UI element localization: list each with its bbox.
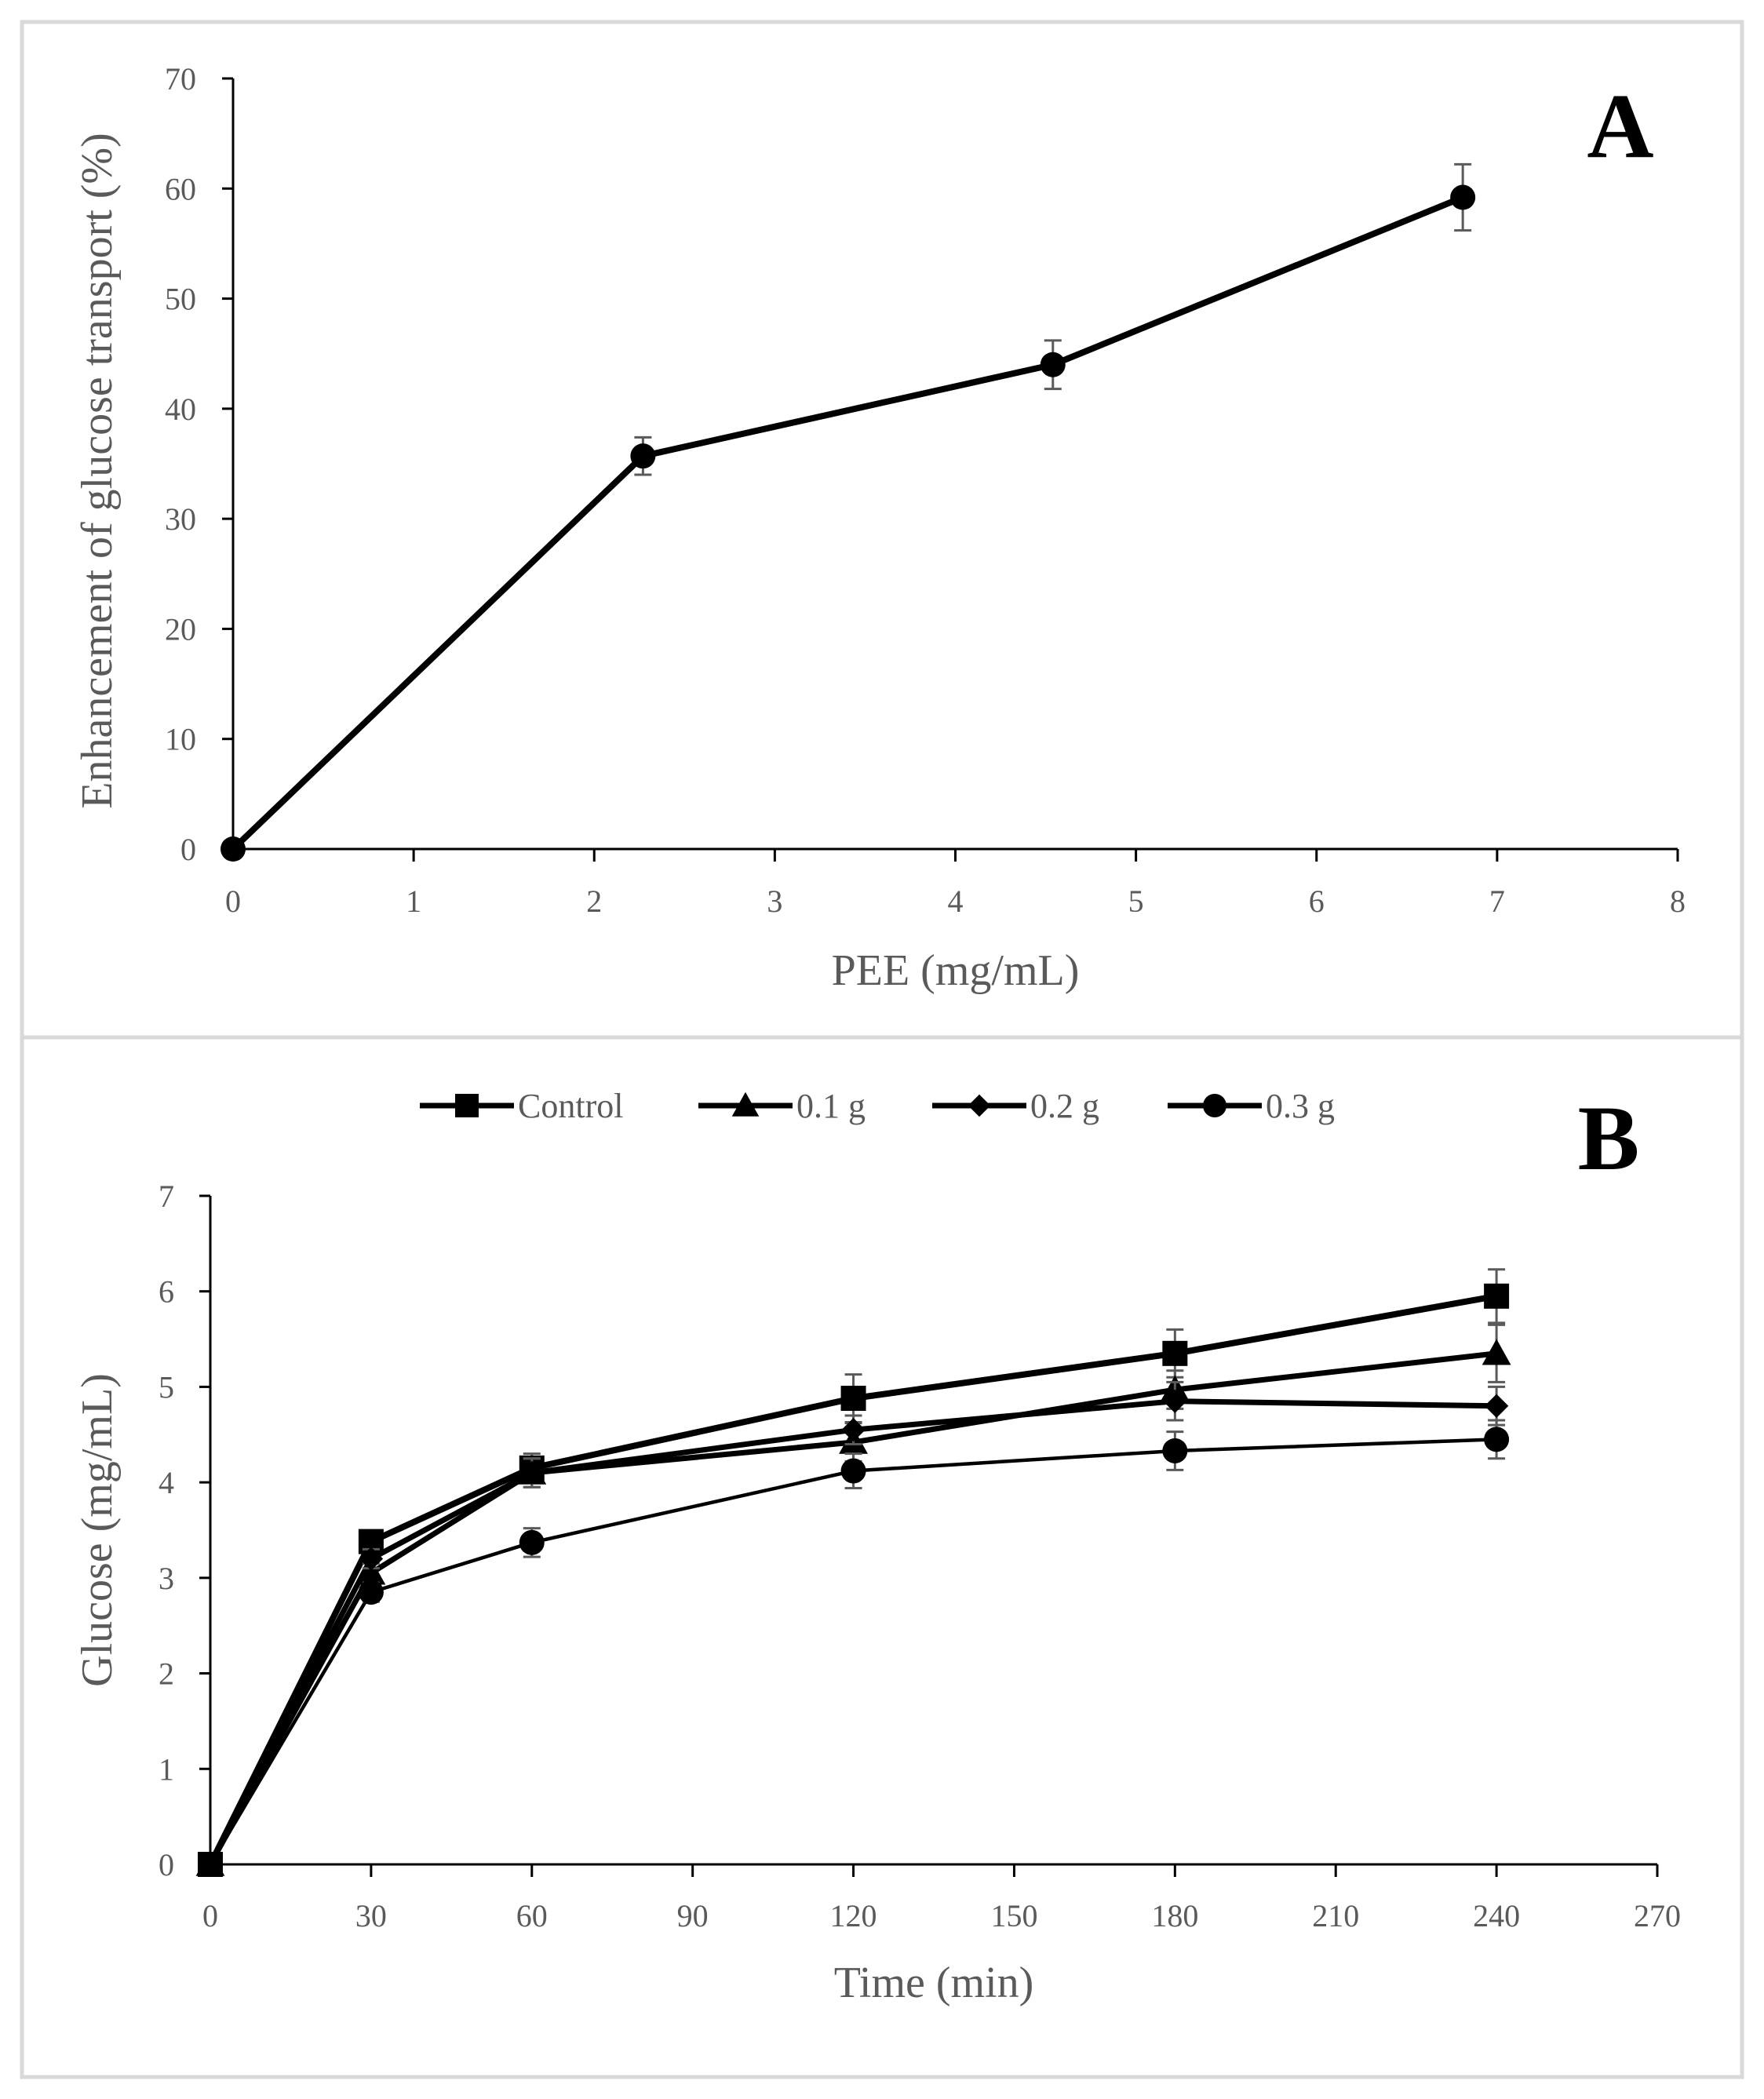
x-tick-label: 240 [1473, 1898, 1520, 1933]
legend-marker [731, 1091, 760, 1117]
data-point [519, 1529, 545, 1555]
series-diamond [198, 1380, 1509, 1877]
legend-item: 0.1 g [698, 1087, 866, 1125]
y-tick-label: 30 [165, 501, 196, 537]
y-tick-label: 50 [165, 282, 196, 317]
panel-label: B [1578, 1087, 1640, 1190]
legend-label: 0.3 g [1266, 1087, 1335, 1125]
legend-marker [968, 1094, 991, 1117]
x-tick-label: 120 [830, 1898, 877, 1933]
y-tick-label: 0 [180, 832, 196, 867]
y-axis-title: Glucose (mg/mL) [73, 1373, 122, 1687]
x-tick-label: 150 [990, 1898, 1037, 1933]
data-point [841, 1418, 866, 1442]
figure-frame [20, 20, 1744, 2079]
data-point [358, 1580, 384, 1605]
data-point [359, 1547, 384, 1571]
series-circle [198, 1419, 1510, 1877]
y-tick-label: 7 [159, 1179, 174, 1214]
series-line [207, 1350, 1500, 1868]
y-tick-label: 0 [159, 1847, 174, 1882]
legend: Control 0.1 g 0.2 g 0.3 g [420, 1087, 1335, 1125]
legend-marker [1203, 1094, 1226, 1117]
series-line [207, 1398, 1500, 1868]
x-tick-label: 3 [767, 884, 782, 919]
panel-a: 0 1 2 3 4 5 6 7 8 0 10 20 30 40 50 60 70 PEE (mg/mL) Enhan… [73, 61, 1686, 995]
data-point [1162, 1438, 1188, 1463]
data-point [1162, 1340, 1188, 1366]
x-tick-label: 8 [1670, 884, 1686, 919]
series-line [230, 194, 1467, 852]
panel-b: 0 30 60 90 120 150 180 210 240 270 0 1 2 3 4 5 6 7 Time (m… [73, 1087, 1681, 2007]
legend-label: 0.2 g [1030, 1087, 1099, 1125]
y-tick-label: 4 [159, 1465, 174, 1500]
data-point [1450, 184, 1476, 210]
x-axis-title: PEE (mg/mL) [832, 946, 1080, 995]
y-tick-label: 1 [159, 1751, 174, 1787]
x-tick-label: 6 [1309, 884, 1325, 919]
series-line [207, 1292, 1500, 1868]
x-tick-label: 0 [225, 884, 241, 919]
x-axis-title: Time (min) [834, 1959, 1034, 2007]
panel-label: A [1587, 75, 1653, 177]
legend-item: Control [420, 1087, 623, 1125]
data-point [519, 1460, 544, 1485]
data-point [1482, 1339, 1511, 1365]
data-point [1163, 1389, 1187, 1413]
legend-marker [455, 1094, 479, 1117]
y-axis-title: Enhancement of glucose transport (%) [73, 133, 122, 808]
data-point [840, 1386, 866, 1412]
x-tick-label: 30 [355, 1898, 387, 1933]
x-tick-label: 1 [406, 884, 421, 919]
y-tick-label: 3 [159, 1561, 174, 1596]
legend-item: 0.2 g [932, 1087, 1099, 1125]
x-tick-label: 210 [1312, 1898, 1359, 1933]
x-tick-label: 2 [586, 884, 602, 919]
y-tick-label: 60 [165, 171, 196, 206]
x-tick-label: 4 [948, 884, 964, 919]
x-tick-label: 7 [1489, 884, 1505, 919]
y-tick-label: 5 [159, 1369, 174, 1405]
data-point [1040, 352, 1066, 377]
data-point [630, 443, 656, 469]
x-tick-label: 270 [1634, 1898, 1681, 1933]
data-point [220, 836, 246, 862]
data-point [840, 1458, 866, 1484]
y-tick-label: 40 [165, 392, 196, 427]
legend-label: 0.1 g [796, 1087, 866, 1125]
x-tick-label: 90 [677, 1898, 709, 1933]
x-tick-label: 0 [202, 1898, 218, 1933]
data-point [1484, 1427, 1510, 1452]
y-tick-label: 70 [165, 61, 196, 97]
x-tick-label: 60 [516, 1898, 548, 1933]
legend-item: 0.3 g [1168, 1087, 1335, 1125]
data-point [1484, 1394, 1509, 1418]
y-tick-label: 20 [165, 611, 196, 647]
y-tick-label: 6 [159, 1274, 174, 1310]
series-line [208, 1438, 1499, 1867]
y-tick-label: 2 [159, 1656, 174, 1692]
legend-label: Control [518, 1087, 623, 1125]
x-tick-label: 180 [1151, 1898, 1198, 1933]
series-circle [220, 162, 1476, 862]
data-point [1484, 1283, 1510, 1309]
data-point [198, 1852, 223, 1877]
x-tick-label: 5 [1128, 884, 1144, 919]
y-tick-label: 10 [165, 722, 196, 757]
